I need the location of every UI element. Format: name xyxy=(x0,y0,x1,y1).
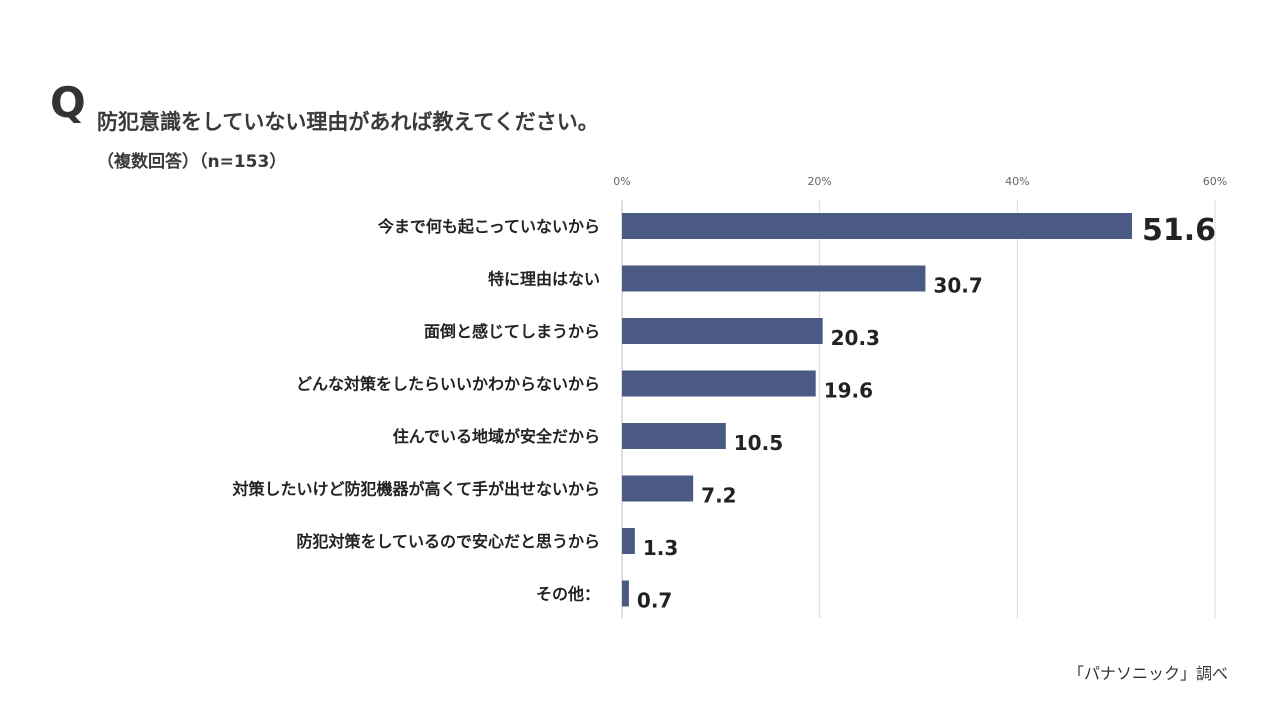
data-label: 20.3 xyxy=(831,326,880,350)
bar xyxy=(622,318,823,344)
category-label: 住んでいる地域が安全だから xyxy=(393,427,600,446)
category-label: その他： xyxy=(536,585,600,604)
x-tick-label: 60% xyxy=(1203,175,1227,188)
category-label: どんな対策をしたらいいかわからないから xyxy=(296,375,600,394)
question-mark-label: Q xyxy=(50,78,86,127)
bar xyxy=(622,370,816,397)
source-credit: 「パナソニック」調べ xyxy=(1067,664,1228,683)
data-label: 1.3 xyxy=(643,536,678,560)
x-tick-label: 40% xyxy=(1005,175,1029,188)
bar xyxy=(622,580,629,607)
category-label: 特に理由はない xyxy=(488,270,600,289)
data-label: 51.6 xyxy=(1142,213,1216,248)
x-tick-label: 20% xyxy=(807,175,831,188)
x-tick-label: 0% xyxy=(613,175,630,188)
question-title: 防犯意識をしていない理由があれば教えてください。 xyxy=(97,110,599,134)
category-label: 今まで何も起こっていないから xyxy=(377,217,600,236)
category-label: 対策したいけど防犯機器が高くて手が出せないから xyxy=(231,480,600,499)
data-label: 7.2 xyxy=(701,484,736,508)
bar xyxy=(622,475,694,502)
bar xyxy=(622,265,926,292)
bar xyxy=(622,213,1132,239)
bar xyxy=(622,528,635,554)
category-label: 面倒と感じてしまうから xyxy=(424,322,600,341)
sample-note: （複数回答）（n=153） xyxy=(97,152,287,172)
bar xyxy=(622,423,726,449)
data-label: 30.7 xyxy=(933,274,982,298)
data-label: 10.5 xyxy=(734,431,783,455)
data-label: 0.7 xyxy=(637,589,672,613)
data-label: 19.6 xyxy=(824,379,873,403)
category-label: 防犯対策をしているので安心だと思うから xyxy=(296,532,600,551)
